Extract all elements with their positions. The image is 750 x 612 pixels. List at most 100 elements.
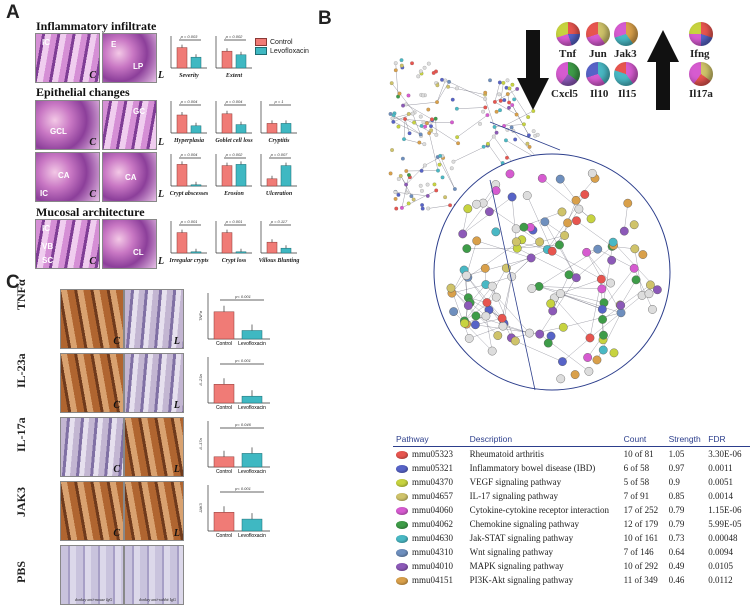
p-value: p= 0.046 [234,422,251,427]
network-node [423,124,428,129]
network-edge [466,275,503,319]
network-edge [539,277,577,335]
gene-label-il17a: Il17a [689,88,713,100]
y-axis-label: TNFα [198,310,203,321]
network-node [609,348,619,358]
pathway-id: mmu04062 [412,519,454,529]
network-edge [412,113,422,137]
network-node [458,229,468,239]
network-edge [476,240,532,259]
network-node [388,112,393,116]
network-edge [562,337,591,362]
count-cell: 10 of 292 [623,561,659,571]
y-axis-label: IL-17a [198,438,203,450]
network-node [526,133,531,138]
network-node [582,247,591,257]
network-edge [485,284,530,334]
network-node [535,132,540,137]
bar-levofloxacin [235,164,247,187]
fdr-cell: 0.0112 [708,575,733,585]
table-row: mmu04010 MAPK signaling pathway 10 of 292 0… [393,559,750,573]
table-header-row: Pathway Description Count Strength FDR [393,432,750,447]
x-tick-label: Control [216,533,232,539]
structure-label: CA [58,171,70,180]
network-node [587,168,597,178]
network-node [504,138,508,143]
fdr-cell: 0.0094 [708,547,733,557]
network-node [558,357,567,367]
network-node [580,190,590,199]
image-label-c: C [113,528,120,539]
network-node [584,366,594,376]
network-edge [475,318,503,325]
network-node [540,217,550,227]
pathway-table-container: Pathway Description Count Strength FDR m… [393,432,750,587]
structure-label: VB [42,242,54,251]
p-value: p = 0.003 [180,34,199,39]
network-node [522,122,526,127]
pbs-caption-rabbit: donkey anti-rabbit IgG [139,597,176,602]
network-edge [393,115,421,135]
pathway-cell: mmu04062 [393,517,467,531]
network-node [418,183,423,188]
network-node [429,124,433,129]
network-node [592,355,602,365]
gene-label-il15: Il15 [618,88,637,100]
network-node [556,374,566,384]
pathway-cell: mmu04010 [393,559,467,573]
network-node [393,61,398,66]
p-value: p< 0.001 [234,486,251,491]
ihc-chart: p< 0.001 IL-23a Control Levofloxacin [198,357,270,411]
network-node [630,244,640,254]
network-node [599,330,608,340]
bar-control [213,512,235,532]
chart-label: Extent [225,73,243,79]
image-label-c: C [113,336,120,347]
network-node [404,190,409,195]
fdr-cell: 0.0014 [708,491,733,501]
network-edge [542,178,592,219]
network-node [512,97,517,102]
table-row: mmu04151 PI3K-Akt signaling pathway 11 of … [393,573,750,587]
bar-control [266,241,278,254]
strength-cell: 0.49 [668,561,685,571]
network-node [422,142,427,147]
pathway-id: mmu04370 [412,477,454,487]
gene-label-jun: Jun [589,48,607,60]
network-node [646,280,655,290]
network-edge [527,195,553,252]
network-edge [602,242,614,310]
network-node [391,119,396,124]
network-edge [509,88,529,118]
network-node [421,93,425,98]
header-pathway: Pathway [393,432,467,447]
network-node [400,156,405,161]
network-node [464,334,474,343]
bar-control [213,311,235,340]
network-node [491,292,501,302]
network-node [492,125,497,129]
mini-chart: p = 1 Cryptitis [260,99,297,144]
network-node [491,227,501,237]
count-cell: 7 of 91 [623,491,650,501]
network-edge [391,83,415,113]
bar-control [221,232,233,254]
network-node [648,304,657,314]
network-node [435,100,439,105]
network-node [543,338,553,348]
network-edge [494,82,500,102]
network-node [422,65,427,70]
gene-label-ifng: Ifng [690,48,710,60]
image-label-c: C [113,400,120,411]
pathway-id: mmu04630 [412,533,454,543]
network-node [443,195,448,200]
count-cell: 7 of 146 [623,547,654,557]
network-node [404,182,408,187]
row-label-pbs: PBS [14,560,28,583]
network-edge [620,279,637,306]
network-node [525,328,534,338]
ihc-il23a-levo: L [124,353,184,413]
network-edge [544,221,577,278]
mini-chart: p = 0.004 Crypt abscesses [170,152,209,197]
